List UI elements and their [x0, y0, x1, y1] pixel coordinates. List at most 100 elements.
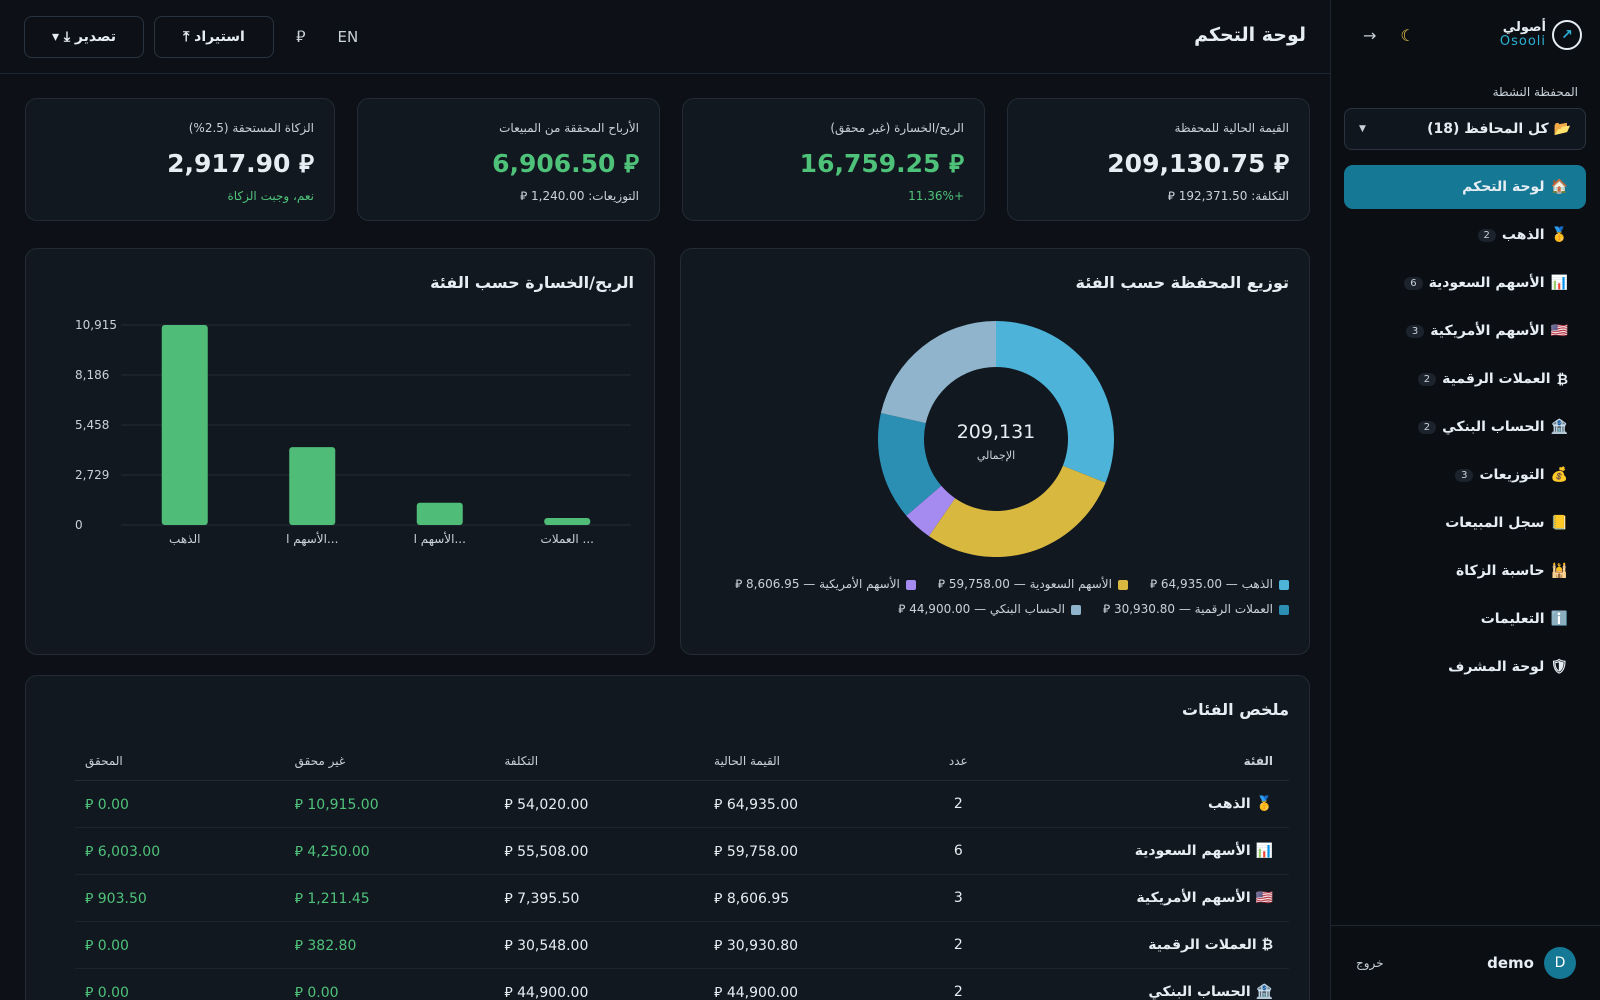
info-icon: ℹ️ [1550, 611, 1568, 627]
legend-item[interactable]: العملات الرقمية — 30,930.80 ⃁ [1103, 602, 1289, 617]
donut-slice[interactable] [878, 413, 942, 516]
bar[interactable] [416, 502, 463, 525]
legend-item[interactable]: الحساب البنكي — 44,900.00 ⃁ [898, 602, 1081, 617]
sidebar-item-sales-log[interactable]: 📒 سجل المبيعات [1344, 501, 1586, 545]
cell-realized: ⃁ 0.00 [75, 968, 285, 1000]
collapse-arrow-icon[interactable]: → [1363, 26, 1377, 45]
sidebar-nav: 🏠 لوحة التحكم 🥇 الذهب 2 📊 الأسهم السعودي… [1344, 165, 1586, 693]
stat-card-zakat: الزكاة المستحقة (2.5%) 2,917.90 ⃁ نعم، و… [25, 98, 335, 221]
chevron-down-icon: ▼ [1359, 124, 1366, 134]
import-button[interactable]: ⤒ استيراد [154, 16, 274, 58]
ledger-icon: 📒 [1550, 515, 1568, 531]
donut-chart: 209,131 الإجمالي [878, 321, 1114, 557]
sidebar-item-us-stocks[interactable]: 🇺🇸 الأسهم الأمريكية 3 [1344, 309, 1586, 353]
y-tick-label: 5,458 [75, 418, 109, 432]
logo-icon: ↗ [1552, 20, 1582, 50]
brand-name-ar: أصولي [1502, 20, 1546, 35]
sidebar-item-help[interactable]: ℹ️ التعليمات [1344, 597, 1586, 641]
table-row[interactable]: 🇺🇸 الأسهم الأمريكية 3 ⃁ 8,606.95 ⃁ 7,395… [75, 874, 1289, 922]
stat-label: القيمة الحالية للمحفظة [1174, 121, 1289, 135]
cell-unrealized: ⃁ 1,211.45 [284, 874, 495, 922]
table-row[interactable]: 🥇 الذهب 2 ⃁ 64,935.00 ⃁ 54,020.00 ⃁ 10,9… [75, 780, 1289, 828]
cell-realized: ⃁ 0.00 [75, 921, 285, 969]
sidebar-item-bank[interactable]: 🏦 الحساب البنكي 2 [1344, 405, 1586, 449]
legend-swatch [905, 579, 916, 590]
bar-chart-title: الربح/الخسارة حسب الفئة [430, 273, 634, 292]
brand-text: أصولي Osooli [1500, 21, 1546, 49]
donut-slice[interactable] [880, 321, 996, 424]
cell-cost: ⃁ 55,508.00 [494, 827, 705, 875]
legend-swatch [1117, 579, 1128, 590]
y-tick-label: 8,186 [75, 368, 109, 382]
category-summary-card: ملخص الفئات الفئة عدد القيمة الحالية الت… [25, 675, 1310, 1000]
donut-slice[interactable] [928, 465, 1106, 557]
count-badge: 2 [1417, 420, 1437, 434]
legend-item[interactable]: الذهب — 64,935.00 ⃁ [1150, 577, 1289, 592]
sidebar-item-dashboard[interactable]: 🏠 لوحة التحكم [1344, 165, 1586, 209]
sidebar-item-dividends[interactable]: 💰 التوزيعات 3 [1344, 453, 1586, 497]
logout-button[interactable]: خروج [1356, 956, 1384, 970]
sidebar-item-zakat[interactable]: 🕌 حاسبة الزكاة [1344, 549, 1586, 593]
bar[interactable] [544, 517, 591, 525]
table-row[interactable]: ₿ العملات الرقمية 2 ⃁ 30,930.80 ⃁ 30,548… [75, 921, 1289, 969]
legend-swatch [1279, 604, 1289, 615]
col-header-realized[interactable]: المحقق [75, 742, 285, 781]
col-header-category[interactable]: الفئة [1002, 742, 1289, 781]
bar[interactable] [161, 325, 208, 525]
sidebar-item-label: التعليمات [1480, 611, 1545, 627]
sidebar-item-label: الحساب البنكي [1442, 419, 1545, 435]
sidebar-item-label: الأسهم السعودية [1428, 275, 1545, 291]
language-toggle[interactable]: EN [337, 28, 359, 46]
user-info: D demo [1487, 947, 1576, 979]
table-header-row: الفئة عدد القيمة الحالية التكلفة غير محق… [75, 742, 1289, 781]
sidebar-item-admin[interactable]: 🛡 لوحة المشرف [1344, 645, 1586, 689]
sidebar-item-label: العملات الرقمية [1442, 371, 1551, 387]
portfolio-select[interactable]: 📂 كل المحافظ (18) ▼ [1344, 108, 1586, 150]
col-header-cost[interactable]: التكلفة [494, 742, 705, 781]
col-header-value[interactable]: القيمة الحالية [704, 742, 914, 781]
cell-unrealized: ⃁ 382.80 [284, 921, 495, 969]
currency-icon[interactable]: ⃁ [296, 27, 306, 46]
sidebar-footer: D demo خروج [1330, 925, 1600, 1000]
stat-value: 2,917.90 ⃁ [167, 149, 314, 178]
sidebar-item-crypto[interactable]: ₿ العملات الرقمية 2 [1344, 357, 1586, 401]
legend-label: الذهب — 64,935.00 ⃁ [1149, 577, 1273, 591]
export-button[interactable]: ▾ ⤓ تصدير [24, 16, 144, 58]
col-header-unrealized[interactable]: غير محقق [284, 742, 495, 781]
sidebar-item-gold[interactable]: 🥇 الذهب 2 [1344, 213, 1586, 257]
table-row[interactable]: 📊 الأسهم السعودية 6 ⃁ 59,758.00 ⃁ 55,508… [75, 827, 1289, 875]
stat-value: 209,130.75 ⃁ [1107, 149, 1289, 178]
username: demo [1487, 954, 1534, 972]
cell-value: ⃁ 44,900.00 [704, 968, 914, 1000]
col-header-count[interactable]: عدد [913, 742, 1003, 781]
legend-item[interactable]: الأسهم الأمريكية — 8,606.95 ⃁ [735, 577, 916, 592]
legend-label: العملات الرقمية — 30,930.80 ⃁ [1103, 602, 1273, 616]
sidebar-item-label: حاسبة الزكاة [1455, 563, 1545, 579]
sidebar-item-label: الأسهم الأمريكية [1430, 323, 1545, 339]
stat-label: الزكاة المستحقة (2.5%) [188, 121, 314, 135]
stat-card-portfolio-value: القيمة الحالية للمحفظة 209,130.75 ⃁ التك… [1007, 98, 1310, 221]
count-badge: 2 [1477, 228, 1496, 242]
table-title: ملخص الفئات [1182, 700, 1289, 719]
bar[interactable] [289, 447, 336, 525]
legend-label: الأسهم الأمريكية — 8,606.95 ⃁ [735, 577, 900, 591]
sidebar-item-saudi-stocks[interactable]: 📊 الأسهم السعودية 6 [1344, 261, 1586, 305]
donut-slice[interactable] [906, 485, 956, 537]
moon-icon[interactable]: ☾ [1400, 26, 1415, 45]
donut-slice[interactable] [996, 321, 1114, 483]
cell-cost: ⃁ 54,020.00 [494, 780, 705, 828]
count-badge: 3 [1405, 324, 1425, 338]
y-tick-label: 10,915 [75, 318, 117, 332]
avatar[interactable]: D [1544, 947, 1576, 979]
legend-item[interactable]: الأسهم السعودية — 59,758.00 ⃁ [938, 577, 1128, 592]
cell-category: 🏦 الحساب البنكي [1002, 968, 1289, 1000]
legend-label: الأسهم السعودية — 59,758.00 ⃁ [937, 577, 1112, 591]
y-tick-label: 0 [75, 518, 83, 532]
brand[interactable]: أصولي Osooli ↗ [1500, 20, 1582, 50]
page-title: لوحة التحكم [1194, 24, 1306, 46]
cell-value: ⃁ 30,930.80 [704, 921, 914, 969]
cell-value: ⃁ 8,606.95 [704, 874, 914, 922]
table-row[interactable]: 🏦 الحساب البنكي 2 ⃁ 44,900.00 ⃁ 44,900.0… [75, 968, 1289, 1000]
header-actions: ▾ ⤓ تصدير ⤒ استيراد ⃁ EN [24, 16, 358, 58]
bank-icon: 🏦 [1550, 419, 1568, 435]
